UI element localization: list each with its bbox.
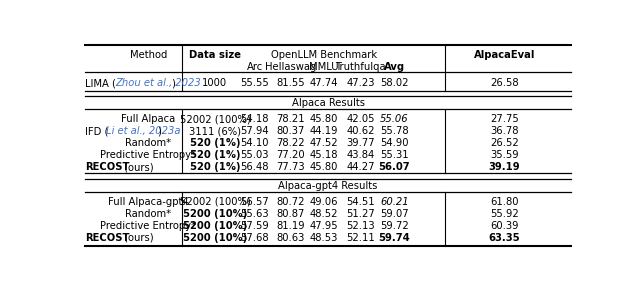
Text: 55.03: 55.03 xyxy=(241,150,269,160)
Text: Alpaca-gpt4 Results: Alpaca-gpt4 Results xyxy=(278,181,378,191)
Text: 57.68: 57.68 xyxy=(240,233,269,243)
Text: 36.78: 36.78 xyxy=(490,126,519,136)
Text: Random*: Random* xyxy=(125,138,172,148)
Text: 39.77: 39.77 xyxy=(346,138,375,148)
Text: 63.35: 63.35 xyxy=(489,233,520,243)
Text: 47.95: 47.95 xyxy=(310,221,339,231)
Text: RECOST: RECOST xyxy=(85,162,129,172)
Text: 77.20: 77.20 xyxy=(276,150,305,160)
Text: 55.78: 55.78 xyxy=(380,126,409,136)
Text: 55.55: 55.55 xyxy=(240,78,269,88)
Text: Alpaca Results: Alpaca Results xyxy=(291,98,365,108)
Text: 60.39: 60.39 xyxy=(490,221,519,231)
Text: Predictive Entropy*: Predictive Entropy* xyxy=(100,150,196,160)
Text: 48.53: 48.53 xyxy=(310,233,338,243)
Text: 48.52: 48.52 xyxy=(310,209,339,219)
Text: 80.87: 80.87 xyxy=(276,209,305,219)
Text: 80.37: 80.37 xyxy=(276,126,305,136)
Text: MMLU: MMLU xyxy=(309,62,339,72)
Text: 54.51: 54.51 xyxy=(346,197,375,207)
Text: 44.27: 44.27 xyxy=(346,162,375,172)
Text: 42.05: 42.05 xyxy=(346,114,375,124)
Text: 47.74: 47.74 xyxy=(310,78,339,88)
Text: 60.21: 60.21 xyxy=(380,197,409,207)
Text: 52.13: 52.13 xyxy=(346,221,375,231)
Text: 45.18: 45.18 xyxy=(310,150,339,160)
Text: 54.90: 54.90 xyxy=(380,138,409,148)
Text: Hellaswag: Hellaswag xyxy=(265,62,317,72)
Text: OpenLLM Benchmark: OpenLLM Benchmark xyxy=(271,50,378,60)
Text: 78.21: 78.21 xyxy=(276,114,305,124)
Text: 59.72: 59.72 xyxy=(380,221,409,231)
Text: 57.94: 57.94 xyxy=(240,126,269,136)
Text: IFD (: IFD ( xyxy=(85,126,108,136)
Text: 47.52: 47.52 xyxy=(310,138,339,148)
Text: 55.31: 55.31 xyxy=(380,150,409,160)
Text: 56.57: 56.57 xyxy=(240,197,269,207)
Text: 3111 (6%): 3111 (6%) xyxy=(189,126,241,136)
Text: (ours): (ours) xyxy=(121,233,154,243)
Text: 520 (1%): 520 (1%) xyxy=(189,162,240,172)
Text: 5200 (10%): 5200 (10%) xyxy=(183,233,247,243)
Text: 26.52: 26.52 xyxy=(490,138,519,148)
Text: ): ) xyxy=(171,78,175,88)
Text: 58.02: 58.02 xyxy=(380,78,409,88)
Text: 61.80: 61.80 xyxy=(490,197,519,207)
Text: 1000: 1000 xyxy=(202,78,227,88)
Text: Method: Method xyxy=(130,50,167,60)
Text: 40.62: 40.62 xyxy=(346,126,375,136)
Text: 80.63: 80.63 xyxy=(276,233,305,243)
Text: Data size: Data size xyxy=(189,50,241,60)
Text: 55.92: 55.92 xyxy=(490,209,519,219)
Text: 81.19: 81.19 xyxy=(276,221,305,231)
Text: Full Alpaca: Full Alpaca xyxy=(122,114,175,124)
Text: 80.72: 80.72 xyxy=(276,197,305,207)
Text: 56.07: 56.07 xyxy=(379,162,410,172)
Text: Li et al., 2023a: Li et al., 2023a xyxy=(106,126,180,136)
Text: Zhou et al., 2023: Zhou et al., 2023 xyxy=(116,78,202,88)
Text: 55.63: 55.63 xyxy=(240,209,269,219)
Text: Random*: Random* xyxy=(125,209,172,219)
Text: 57.59: 57.59 xyxy=(240,221,269,231)
Text: 49.06: 49.06 xyxy=(310,197,339,207)
Text: AlpacaEval: AlpacaEval xyxy=(474,50,535,60)
Text: Predictive Entropy*: Predictive Entropy* xyxy=(100,221,196,231)
Text: 59.07: 59.07 xyxy=(380,209,409,219)
Text: 52.11: 52.11 xyxy=(346,233,375,243)
Text: 39.19: 39.19 xyxy=(489,162,520,172)
Text: Avg: Avg xyxy=(384,62,405,72)
Text: 78.22: 78.22 xyxy=(276,138,305,148)
Text: 52002 (100%): 52002 (100%) xyxy=(180,114,250,124)
Text: 55.06: 55.06 xyxy=(380,114,409,124)
Text: Truthfulqa: Truthfulqa xyxy=(335,62,386,72)
Text: 520 (1%): 520 (1%) xyxy=(189,138,240,148)
Text: 54.10: 54.10 xyxy=(241,138,269,148)
Text: RECOST: RECOST xyxy=(85,233,129,243)
Text: ): ) xyxy=(157,126,161,136)
Text: 27.75: 27.75 xyxy=(490,114,519,124)
Text: (ours): (ours) xyxy=(121,162,154,172)
Text: 81.55: 81.55 xyxy=(276,78,305,88)
Text: 45.80: 45.80 xyxy=(310,114,338,124)
Text: 5200 (10%): 5200 (10%) xyxy=(183,209,247,219)
Text: 56.48: 56.48 xyxy=(241,162,269,172)
Text: Full Alpaca-gpt4: Full Alpaca-gpt4 xyxy=(108,197,189,207)
Text: 35.59: 35.59 xyxy=(490,150,519,160)
Text: 520 (1%): 520 (1%) xyxy=(189,150,240,160)
Text: 5200 (10%): 5200 (10%) xyxy=(183,221,247,231)
Text: 51.27: 51.27 xyxy=(346,209,375,219)
Text: 52002 (100%): 52002 (100%) xyxy=(180,197,250,207)
Text: 54.18: 54.18 xyxy=(241,114,269,124)
Text: 43.84: 43.84 xyxy=(347,150,375,160)
Text: 45.80: 45.80 xyxy=(310,162,338,172)
Text: 77.73: 77.73 xyxy=(276,162,305,172)
Text: 47.23: 47.23 xyxy=(346,78,375,88)
Text: Arc: Arc xyxy=(246,62,262,72)
Text: 44.19: 44.19 xyxy=(310,126,339,136)
Text: 59.74: 59.74 xyxy=(379,233,410,243)
Text: 26.58: 26.58 xyxy=(490,78,519,88)
Text: LIMA (: LIMA ( xyxy=(85,78,116,88)
